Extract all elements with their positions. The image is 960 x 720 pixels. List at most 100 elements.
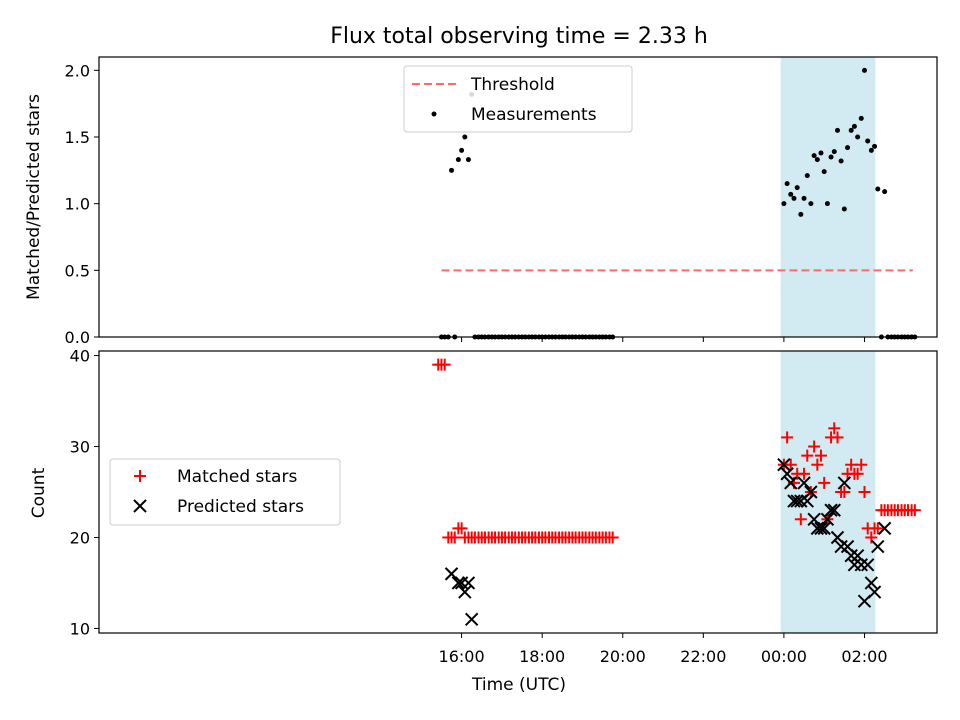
predicted-star-point [454, 576, 469, 590]
predicted-star-point [867, 585, 882, 599]
predicted-star-point [780, 467, 794, 481]
bottom-y-tick-label: 20 [70, 528, 90, 547]
measurement-point [861, 67, 867, 73]
legend-predicted-label: Predicted stars [177, 497, 304, 517]
predicted-star-point [871, 539, 885, 554]
matched-star-point [855, 458, 868, 471]
measurement-point [875, 186, 881, 192]
predicted-star-point [464, 612, 479, 627]
x-axis-label: Time (UTC) [471, 675, 566, 695]
predicted-star-point [854, 558, 868, 572]
matched-star-point [808, 440, 821, 453]
measurement-point [462, 134, 468, 140]
matched-star-point [828, 422, 841, 435]
top-legend-frame [403, 65, 633, 133]
measurement-point [824, 201, 830, 207]
legend-measurements-label: Measurements [471, 105, 597, 125]
matched-star-point [781, 431, 794, 444]
measurement-point [868, 147, 874, 153]
measurement-point [455, 157, 461, 163]
measurement-point [781, 201, 787, 207]
measurement-point [831, 149, 837, 155]
top-y-tick-label: 0.0 [65, 328, 90, 347]
predicted-star-point [860, 558, 875, 572]
top-y-tick-label: 2.0 [65, 61, 90, 80]
measurement-point [841, 206, 847, 212]
figure-title: Flux total observing time = 2.33 h [330, 24, 708, 49]
matched-star-point [438, 358, 451, 371]
matched-star-point [838, 486, 851, 498]
matched-star-point [871, 522, 884, 535]
measurement-point [808, 201, 814, 207]
measurement-point [882, 189, 888, 195]
x-tick-label: 02:00 [841, 647, 887, 666]
measurement-point [449, 167, 455, 173]
measurement-point [804, 173, 810, 179]
measurement-point [788, 191, 794, 197]
matched-star-point [798, 467, 811, 480]
legend-matched-label: Matched stars [177, 467, 297, 487]
measurement-point [821, 169, 827, 175]
matched-star-point [858, 486, 871, 498]
matched-star-point [794, 513, 807, 526]
measurement-point [459, 147, 465, 153]
x-tick-label: 18:00 [519, 647, 565, 666]
measurement-point [828, 154, 834, 160]
top-panel: 0.00.51.01.52.0 Matched/Predicted stars … [24, 56, 938, 347]
measurement-point [838, 158, 844, 164]
predicted-star-point [790, 494, 804, 508]
measurement-point [791, 195, 797, 201]
predicted-star-point [797, 476, 811, 490]
top-legend: Threshold Measurements [403, 65, 633, 133]
measurement-point [848, 127, 854, 133]
measurement-point [834, 127, 840, 133]
legend-matched-swatch [134, 470, 146, 482]
legend-measurements-swatch [431, 111, 437, 117]
matched-star-point [845, 458, 858, 471]
predicted-star-point [451, 576, 466, 590]
bottom-y-tick-label: 10 [70, 619, 90, 638]
matched-star-point [818, 476, 831, 489]
matched-star-point [801, 449, 814, 462]
x-tick-label: 16:00 [439, 647, 485, 666]
top-plot-frame [98, 56, 938, 338]
matched-star-point [908, 504, 921, 517]
predicted-star-point [877, 521, 892, 536]
matched-star-point [831, 431, 844, 444]
predicted-star-point [800, 494, 814, 508]
matched-star-point [811, 458, 824, 471]
predicted-star-point [814, 521, 828, 536]
bottom-y-tick-label: 40 [70, 347, 90, 366]
measurement-point [851, 123, 857, 129]
predicted-star-point [820, 512, 835, 526]
top-y-tick-label: 1.5 [65, 128, 90, 147]
top-y-tick-label: 0.5 [65, 261, 90, 280]
top-y-tick-label: 1.0 [65, 195, 90, 214]
predicted-star-point [864, 576, 879, 590]
predicted-star-point [784, 476, 798, 490]
x-tick-label: 00:00 [761, 647, 807, 666]
predicted-star-point [804, 485, 818, 499]
measurement-point [798, 211, 804, 217]
x-tick-label: 22:00 [680, 647, 726, 666]
predicted-star-point [837, 476, 852, 490]
measurement-point [811, 153, 817, 159]
measurement-point [872, 143, 878, 149]
bottom-legend-frame [109, 458, 341, 526]
measurement-point [858, 115, 864, 121]
matched-star-point [784, 458, 797, 471]
legend-threshold-label: Threshold [470, 75, 555, 95]
predicted-star-point [824, 503, 838, 517]
predicted-star-point [777, 458, 791, 472]
measurement-point [855, 134, 861, 140]
measurement-point [784, 181, 790, 187]
legend-predicted-swatch [133, 499, 147, 513]
top-highlight-span [780, 57, 876, 337]
matched-star-point [448, 531, 461, 544]
bottom-plot-frame [98, 350, 938, 634]
measurement-point [865, 138, 871, 144]
predicted-star-point [817, 521, 831, 536]
bottom-legend: Matched stars Predicted stars [109, 458, 341, 526]
bottom-panel: 10 20 30 40 16:00 18:00 20:00 22:00 00:00 02:00 C… [29, 347, 938, 695]
